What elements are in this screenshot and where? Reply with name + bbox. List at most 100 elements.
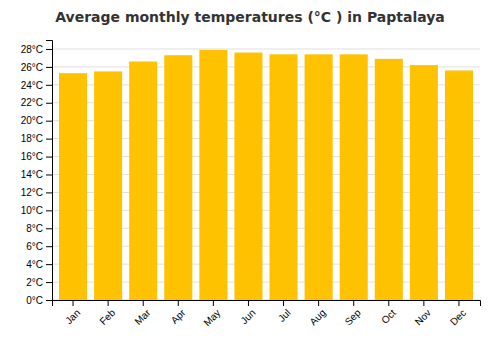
- y-tick-mark: [46, 282, 52, 283]
- y-tick: 4°C: [26, 259, 52, 270]
- x-tick-label: Nov: [413, 307, 433, 327]
- x-tick-mark: [353, 300, 354, 306]
- y-tick: 10°C: [21, 205, 52, 216]
- y-tick-label: 14°C: [21, 169, 43, 180]
- x-tick: Oct: [379, 300, 398, 326]
- bar: [340, 54, 368, 300]
- x-tick-mark: [388, 300, 389, 306]
- y-tick: 26°C: [21, 62, 52, 73]
- bar: [234, 53, 262, 300]
- x-tick-label: Sep: [343, 307, 364, 328]
- x-tick-label: Apr: [169, 307, 188, 326]
- x-tick-label: Jul: [276, 307, 293, 324]
- bar: [410, 65, 438, 300]
- bar: [199, 50, 227, 300]
- x-tick: Nov: [413, 300, 433, 327]
- y-tick-mark: [46, 300, 52, 301]
- y-tick: 28°C: [21, 44, 52, 55]
- x-tick-label: Jan: [63, 307, 82, 326]
- x-tick: Jan: [63, 300, 82, 326]
- y-tick-mark: [46, 210, 52, 211]
- x-tick: May: [201, 300, 222, 328]
- y-axis-line: [46, 41, 53, 301]
- bar: [129, 62, 157, 300]
- y-tick: 2°C: [26, 277, 52, 288]
- x-tick-label: Oct: [379, 307, 398, 326]
- y-tick-label: 10°C: [21, 205, 43, 216]
- y-tick-label: 28°C: [21, 44, 43, 55]
- y-tick-label: 20°C: [21, 115, 43, 126]
- y-tick-mark: [46, 121, 52, 122]
- bar: [59, 73, 87, 300]
- plot: 0°C 2°C 4°C 6°C 8°C 10°C 12°C 14°C 16°C 18°C 20°C 2…: [21, 41, 481, 329]
- y-tick: 6°C: [26, 241, 52, 252]
- bar: [270, 54, 298, 300]
- bar: [445, 70, 473, 300]
- y-tick-mark: [46, 264, 52, 265]
- x-tick-label: Mar: [132, 307, 152, 327]
- bar: [94, 71, 122, 300]
- bar: [305, 54, 333, 300]
- title: Average monthly temperatures (°C ) in Pa…: [55, 9, 445, 25]
- y-tick-mark: [46, 85, 52, 86]
- x-tick-mark: [283, 300, 284, 306]
- x-tick-label: Dec: [448, 307, 468, 327]
- y-tick-label: 4°C: [26, 259, 43, 270]
- y-tick-mark: [46, 139, 52, 140]
- y-tick: 18°C: [21, 133, 52, 144]
- y-tick-mark: [46, 49, 52, 50]
- y-tick-label: 16°C: [21, 151, 43, 162]
- y-tick-label: 2°C: [26, 277, 43, 288]
- x-tick-mark: [458, 300, 459, 306]
- y-tick-label: 8°C: [26, 223, 43, 234]
- x-tick-mark: [318, 300, 319, 306]
- y-tick: 20°C: [21, 115, 52, 126]
- y-tick: 16°C: [21, 151, 52, 162]
- x-tick-mark: [143, 300, 144, 306]
- y-tick: 22°C: [21, 97, 52, 108]
- y-tick-label: 0°C: [26, 295, 43, 306]
- y-tick-label: 22°C: [21, 97, 43, 108]
- x-tick-mark: [423, 300, 424, 306]
- bars: [59, 50, 473, 300]
- y-tick-label: 6°C: [26, 241, 43, 252]
- y-tick-mark: [46, 157, 52, 158]
- x-tick: Apr: [169, 300, 188, 326]
- y-tick-label: 18°C: [21, 133, 43, 144]
- x-tick: Jun: [238, 300, 257, 326]
- x-axis: Jan Feb Mar Apr May Jun Jul Aug Sep Oct Nov Dec: [53, 300, 481, 328]
- y-tick: 0°C: [26, 295, 52, 306]
- y-tick-mark: [46, 246, 52, 247]
- bar: [164, 55, 192, 300]
- x-tick: Sep: [343, 300, 364, 327]
- y-tick-label: 26°C: [21, 62, 43, 73]
- y-tick-mark: [46, 192, 52, 193]
- y-tick-label: 24°C: [21, 80, 43, 91]
- y-tick: 14°C: [21, 169, 52, 180]
- grid-line: [52, 48, 480, 49]
- chart: 0°C 2°C 4°C 6°C 8°C 10°C 12°C 14°C 16°C 18°C 20°C 2…: [0, 0, 500, 350]
- y-tick-mark: [46, 67, 52, 68]
- y-tick-mark: [46, 174, 52, 175]
- x-tick: Jul: [276, 300, 293, 324]
- x-tick-mark: [213, 300, 214, 306]
- y-tick: 12°C: [21, 187, 52, 198]
- bar: [375, 59, 403, 300]
- x-tick-label: Feb: [97, 307, 117, 327]
- y-tick-mark: [46, 228, 52, 229]
- grid: [52, 49, 480, 300]
- x-tick: Feb: [97, 300, 117, 327]
- y-tick-label: 12°C: [21, 187, 43, 198]
- x-tick-label: Jun: [238, 307, 257, 326]
- y-axis: 0°C 2°C 4°C 6°C 8°C 10°C 12°C 14°C 16°C 18°C 20°C 2…: [21, 41, 53, 306]
- y-tick-mark: [46, 103, 52, 104]
- x-tick: Dec: [448, 300, 468, 327]
- x-tick-label: May: [201, 307, 222, 328]
- x-tick: Mar: [132, 300, 152, 327]
- y-tick: 24°C: [21, 80, 52, 91]
- x-tick-mark: [73, 300, 74, 306]
- x-tick-mark: [108, 300, 109, 306]
- x-tick: Aug: [307, 300, 327, 327]
- x-tick-mark: [248, 300, 249, 306]
- x-tick-mark: [178, 300, 179, 306]
